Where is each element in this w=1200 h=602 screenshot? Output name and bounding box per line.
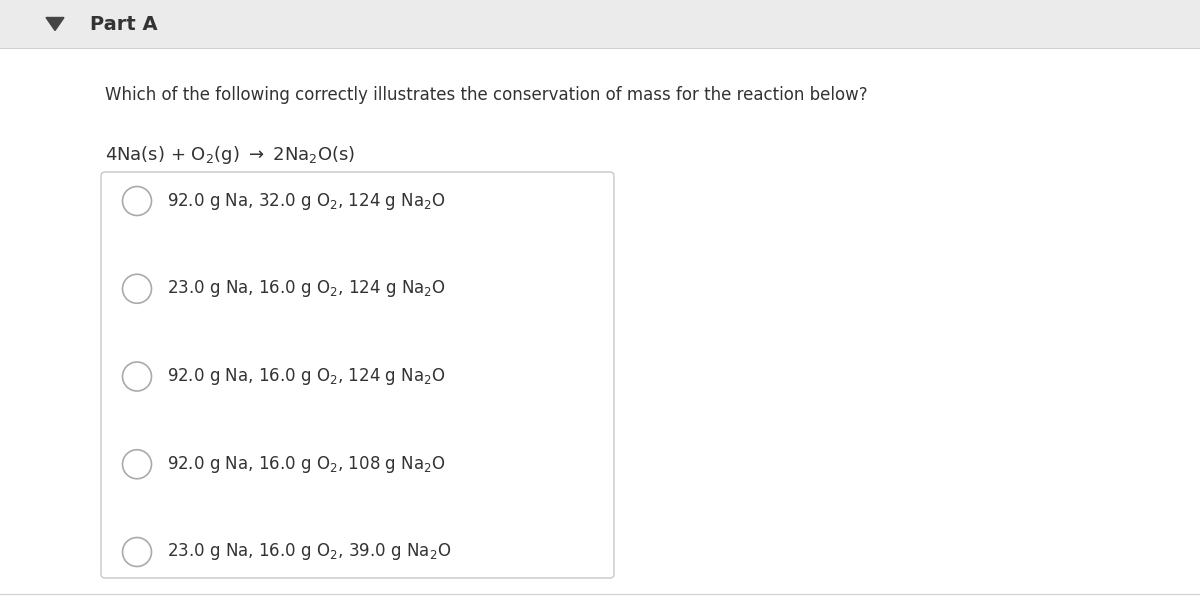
Text: 4Na(s) + O$_2$(g) $\rightarrow$ 2Na$_2$O(s): 4Na(s) + O$_2$(g) $\rightarrow$ 2Na$_2$O… (106, 144, 355, 166)
Text: Part A: Part A (90, 14, 157, 34)
FancyBboxPatch shape (0, 48, 1200, 602)
Text: 23.0 g Na, 16.0 g O$_2$, 39.0 g Na$_2$O: 23.0 g Na, 16.0 g O$_2$, 39.0 g Na$_2$O (167, 542, 451, 562)
FancyBboxPatch shape (0, 0, 1200, 48)
Text: Which of the following correctly illustrates the conservation of mass for the re: Which of the following correctly illustr… (106, 86, 868, 104)
Text: 92.0 g Na, 16.0 g O$_2$, 108 g Na$_2$O: 92.0 g Na, 16.0 g O$_2$, 108 g Na$_2$O (167, 454, 445, 475)
Text: 23.0 g Na, 16.0 g O$_2$, 124 g Na$_2$O: 23.0 g Na, 16.0 g O$_2$, 124 g Na$_2$O (167, 278, 446, 299)
FancyBboxPatch shape (101, 172, 614, 578)
Text: 92.0 g Na, 32.0 g O$_2$, 124 g Na$_2$O: 92.0 g Na, 32.0 g O$_2$, 124 g Na$_2$O (167, 190, 445, 211)
Text: 92.0 g Na, 16.0 g O$_2$, 124 g Na$_2$O: 92.0 g Na, 16.0 g O$_2$, 124 g Na$_2$O (167, 366, 445, 387)
Polygon shape (46, 17, 64, 31)
